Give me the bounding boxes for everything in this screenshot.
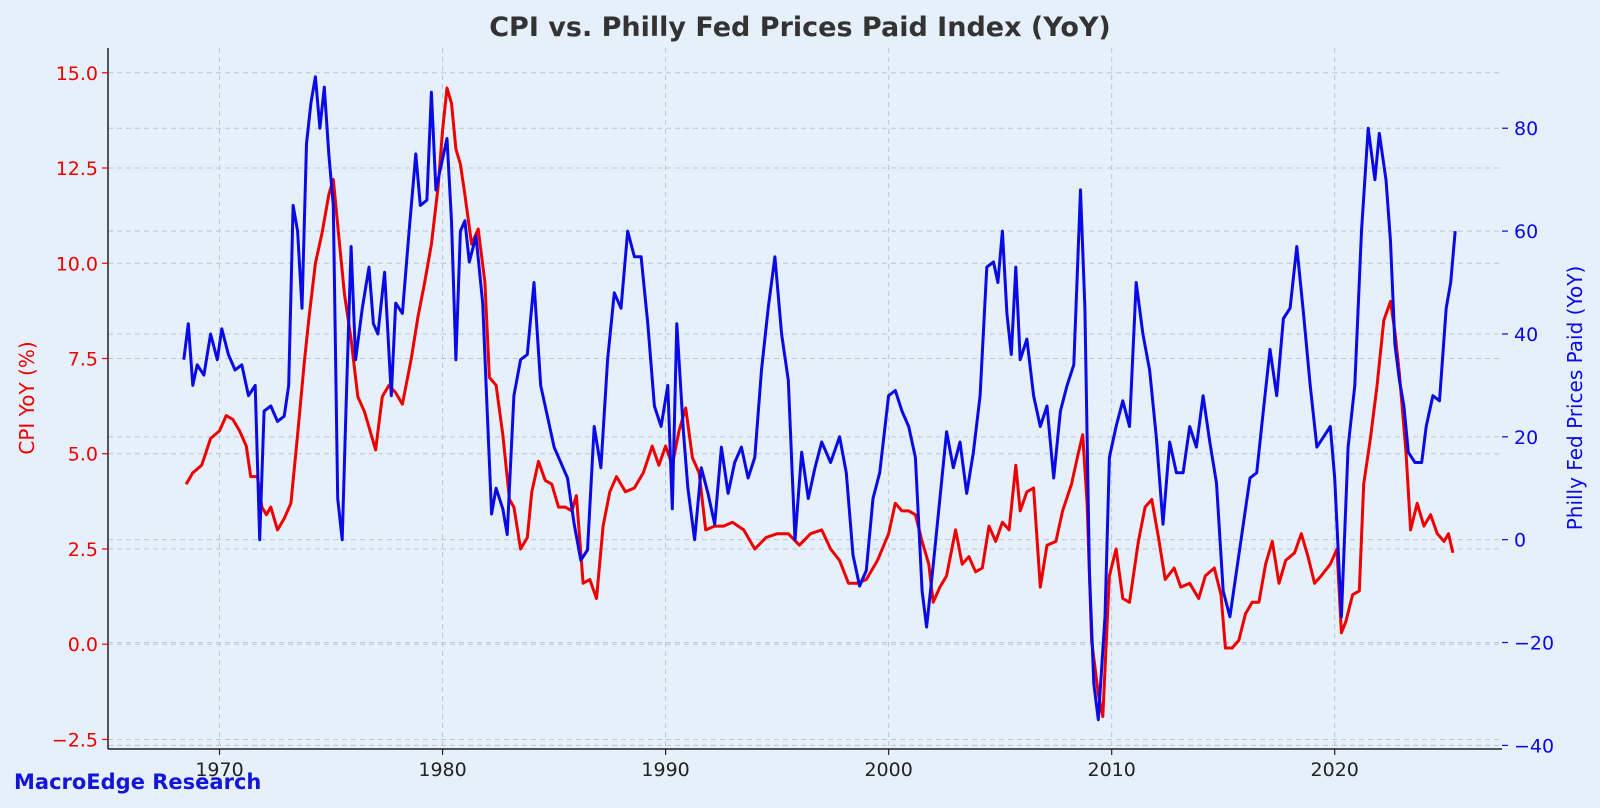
y-left-tick-label: 15.0 bbox=[56, 63, 98, 85]
y-left-tick-label: 0.0 bbox=[68, 634, 98, 656]
right-y-axis-label: Philly Fed Prices Paid (YoY) bbox=[1563, 266, 1587, 531]
y-right-tick-label: −20 bbox=[1514, 633, 1554, 655]
x-tick-label: 1970 bbox=[195, 759, 243, 781]
y-right-tick-label: 40 bbox=[1514, 324, 1538, 346]
series-lines bbox=[182, 75, 1457, 722]
x-tick-label: 2010 bbox=[1088, 759, 1136, 781]
y-left-tick-label: 5.0 bbox=[68, 444, 98, 466]
y-left-tick-label: −2.5 bbox=[52, 729, 98, 751]
left-y-axis-label: CPI YoY (%) bbox=[15, 341, 39, 454]
y-right-tick-label: −40 bbox=[1514, 735, 1554, 757]
watermark-text: MacroEdge Research bbox=[14, 770, 261, 794]
axes bbox=[107, 48, 1502, 750]
x-tick-label: 2020 bbox=[1311, 759, 1359, 781]
x-tick-label: 2000 bbox=[864, 759, 912, 781]
y-left-tick-label: 2.5 bbox=[68, 539, 98, 561]
chart-title: CPI vs. Philly Fed Prices Paid Index (Yo… bbox=[489, 12, 1111, 43]
tick-labels: 1970 1980 1990 2000 2010 2020 −2.5 0.0 2.5 5.0 7.5… bbox=[52, 63, 1554, 781]
y-left-tick-label: 10.0 bbox=[56, 253, 98, 275]
y-right-tick-label: 80 bbox=[1514, 118, 1538, 140]
y-right-tick-label: 20 bbox=[1514, 427, 1538, 449]
x-tick-label: 1980 bbox=[418, 759, 466, 781]
x-tick-label: 1990 bbox=[641, 759, 689, 781]
y-left-tick-label: 12.5 bbox=[56, 158, 98, 180]
y-right-tick-label: 0 bbox=[1514, 530, 1526, 552]
grid-lines bbox=[108, 48, 1502, 749]
y-right-tick-label: 60 bbox=[1514, 221, 1538, 243]
cpi-series-line bbox=[184, 86, 1455, 719]
philly-fed-series-line bbox=[182, 75, 1457, 722]
y-left-tick-label: 7.5 bbox=[68, 348, 98, 370]
